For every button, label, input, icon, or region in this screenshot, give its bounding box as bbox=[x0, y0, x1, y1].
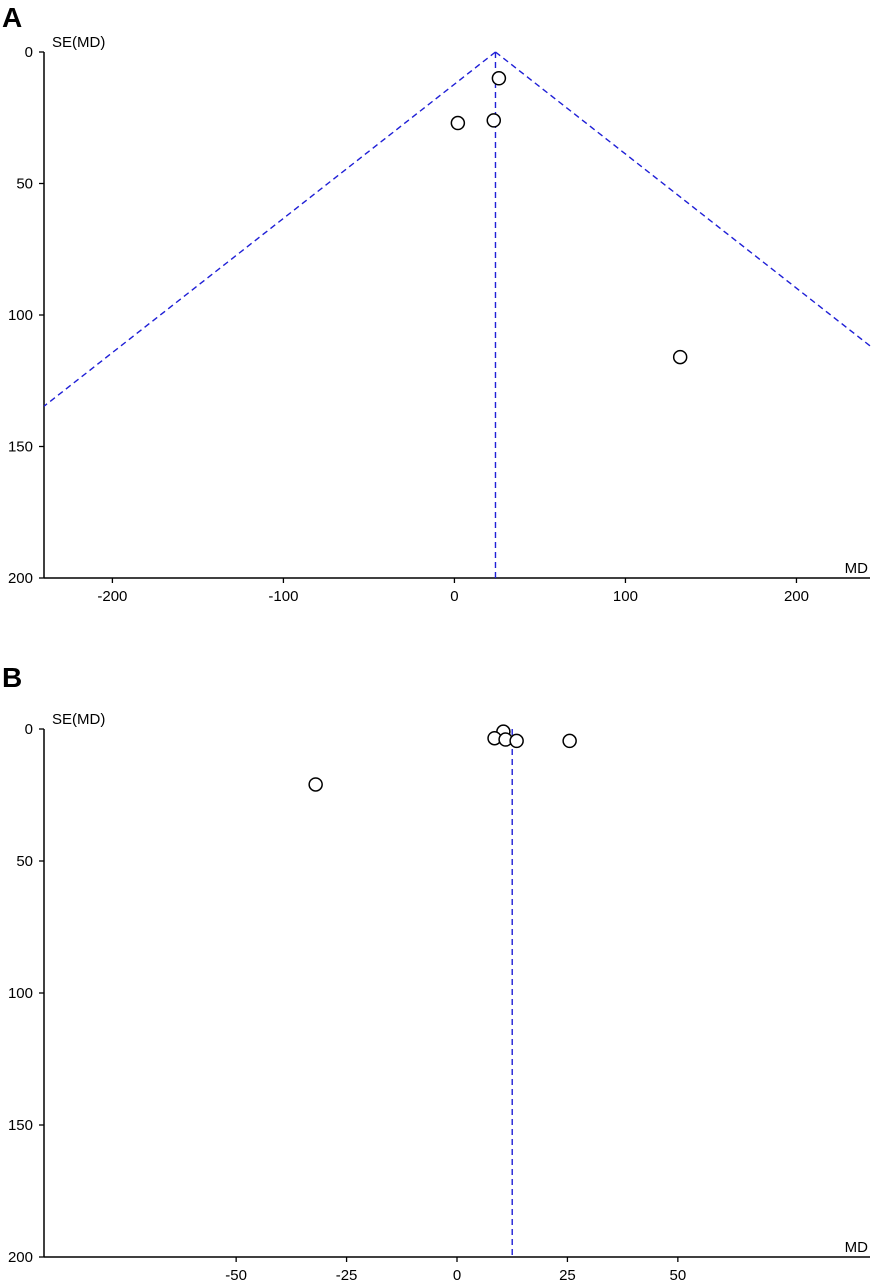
panel-a-x-tick-label: 200 bbox=[784, 588, 809, 605]
panel-b: B 0 50 100 150 200 -50 -25 0 25 50 SE(MD) MD bbox=[2, 662, 870, 1284]
panel-b-x-tick-label: -50 bbox=[225, 1267, 247, 1284]
panel-b-study-point bbox=[562, 733, 577, 749]
panel-a-letter: A bbox=[2, 2, 22, 33]
panel-a-funnel-left-limit bbox=[43, 51, 496, 407]
panel-b-x-tick-label: 25 bbox=[559, 1267, 576, 1284]
panel-b-y-tick-label: 200 bbox=[8, 1249, 33, 1266]
panel-a-y-axis-title: SE(MD) bbox=[52, 34, 105, 51]
panel-a-study-point bbox=[491, 71, 507, 86]
panel-b-study-point bbox=[308, 777, 323, 792]
panel-a-y-tick-label: 200 bbox=[8, 570, 33, 587]
panel-b-y-tick-label: 150 bbox=[8, 1117, 33, 1134]
panel-a-y-tick-label: 150 bbox=[8, 439, 33, 456]
panel-a: A 0 50 100 150 200 -200 -100 0 100 200 SE(MD) MD bbox=[2, 2, 871, 605]
panel-b-y-tick-label: 50 bbox=[16, 853, 33, 870]
panel-b-y-tick-label: 0 bbox=[25, 721, 33, 738]
panel-a-x-tick-label: 100 bbox=[613, 588, 638, 605]
panel-b-x-tick-label: 0 bbox=[453, 1267, 461, 1284]
panel-b-x-tick-label: 50 bbox=[670, 1267, 687, 1284]
panel-a-x-tick-label: -200 bbox=[97, 588, 127, 605]
panel-b-study-point bbox=[509, 733, 524, 749]
panel-b-y-tick-label: 100 bbox=[8, 985, 33, 1002]
panel-a-y-tick-label: 0 bbox=[25, 44, 33, 61]
panel-b-letter: B bbox=[2, 662, 22, 693]
panel-a-x-axis-title: MD bbox=[845, 560, 868, 577]
panel-a-study-point bbox=[672, 349, 688, 365]
panel-b-x-axis-title: MD bbox=[845, 1239, 868, 1256]
panel-a-x-tick-label: 0 bbox=[450, 588, 458, 605]
panel-a-study-point bbox=[450, 115, 466, 131]
panel-a-study-point bbox=[486, 113, 502, 128]
panel-a-x-tick-label: -100 bbox=[268, 588, 298, 605]
panel-b-y-axis-title: SE(MD) bbox=[52, 711, 105, 728]
panel-b-x-tick-label: -25 bbox=[336, 1267, 358, 1284]
panel-a-y-tick-label: 50 bbox=[16, 176, 33, 193]
panel-a-funnel-right-limit bbox=[495, 51, 871, 347]
panel-a-y-tick-label: 100 bbox=[8, 307, 33, 324]
